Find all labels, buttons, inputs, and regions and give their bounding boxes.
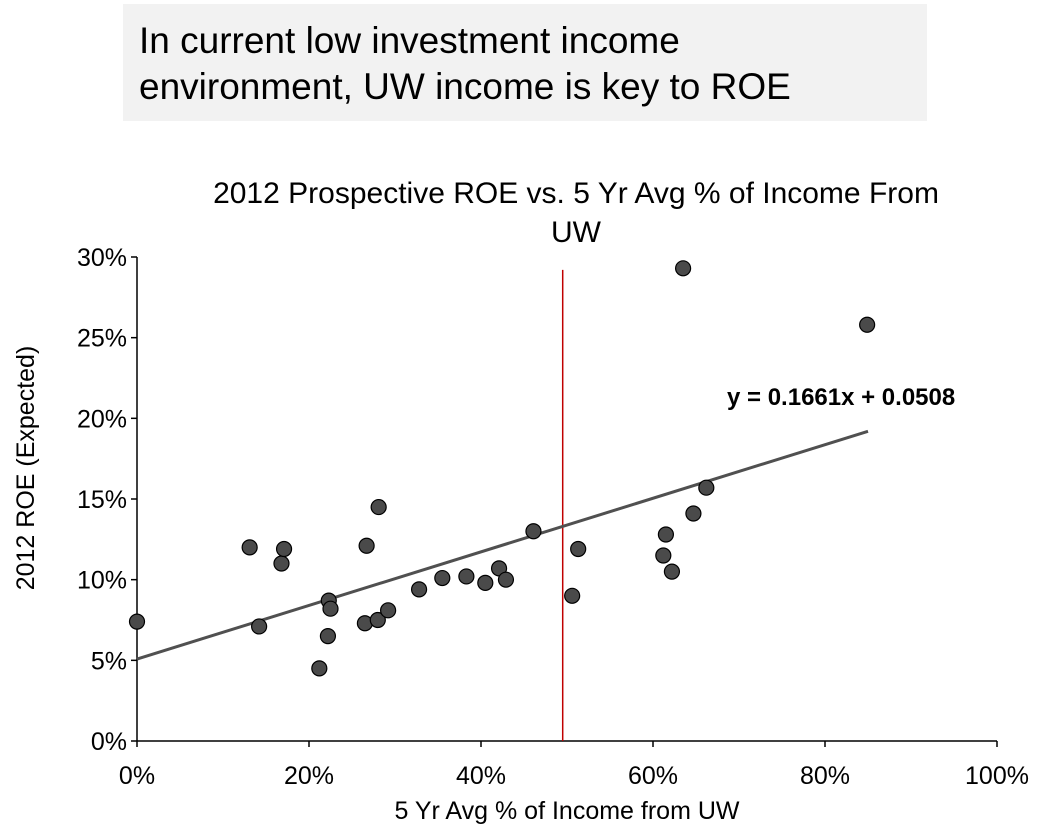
x-tick-label: 80% <box>800 762 850 790</box>
data-point <box>241 539 258 556</box>
data-point <box>458 568 475 585</box>
data-point <box>434 569 451 587</box>
chart-title-line-2: UW <box>551 216 602 249</box>
data-point <box>311 660 328 677</box>
plot-area: 0% 5% 10% 15% 20% 25% 30% 0% 20% 40% 60% 80% 100% <box>77 244 1029 790</box>
y-tick-label: 25% <box>77 325 127 353</box>
headline-line-2: environment, UW income is key to ROE <box>139 66 791 107</box>
y-tick-label: 0% <box>91 728 127 756</box>
y-axis-label: 2012 ROE (Expected) <box>12 346 40 591</box>
y-tick-label: 10% <box>77 567 127 595</box>
x-tick-label: 60% <box>628 762 678 790</box>
data-point <box>497 571 515 588</box>
data-point <box>477 574 494 591</box>
data-point <box>657 526 675 543</box>
data-point <box>369 611 386 629</box>
data-point <box>698 479 715 496</box>
chart-title-line-1: 2012 Prospective ROE vs. 5 Yr Avg % of I… <box>213 177 939 210</box>
data-point <box>251 618 268 635</box>
data-point <box>128 613 146 630</box>
x-tick-label: 100% <box>965 762 1029 790</box>
data-point <box>322 600 339 617</box>
data-point <box>674 260 692 277</box>
data-point <box>525 523 542 540</box>
y-tick-label: 5% <box>91 647 127 675</box>
data-point <box>275 540 293 558</box>
x-tick-label: 20% <box>284 762 334 790</box>
data-point <box>358 537 375 554</box>
x-tick-label: 0% <box>119 762 155 790</box>
x-axis-label: 5 Yr Avg % of Income from UW <box>394 797 739 825</box>
headline-line-1: In current low investment income <box>139 20 680 61</box>
headline-box: In current low investment income environ… <box>123 4 927 121</box>
data-point <box>685 505 702 522</box>
y-tick-label: 20% <box>77 405 127 433</box>
data-point <box>564 587 581 604</box>
x-tick-label: 40% <box>456 762 506 790</box>
data-point <box>319 628 337 645</box>
data-point <box>859 316 876 333</box>
data-point <box>370 498 387 516</box>
data-point <box>380 602 397 619</box>
y-tick-label: 30% <box>77 244 127 272</box>
y-tick-label: 15% <box>77 486 127 514</box>
data-point <box>570 540 587 558</box>
data-point <box>663 563 681 580</box>
data-point <box>273 555 290 572</box>
data-point <box>655 547 672 564</box>
data-point <box>410 581 428 598</box>
trendline-equation: y = 0.1661x + 0.0508 <box>727 384 955 411</box>
